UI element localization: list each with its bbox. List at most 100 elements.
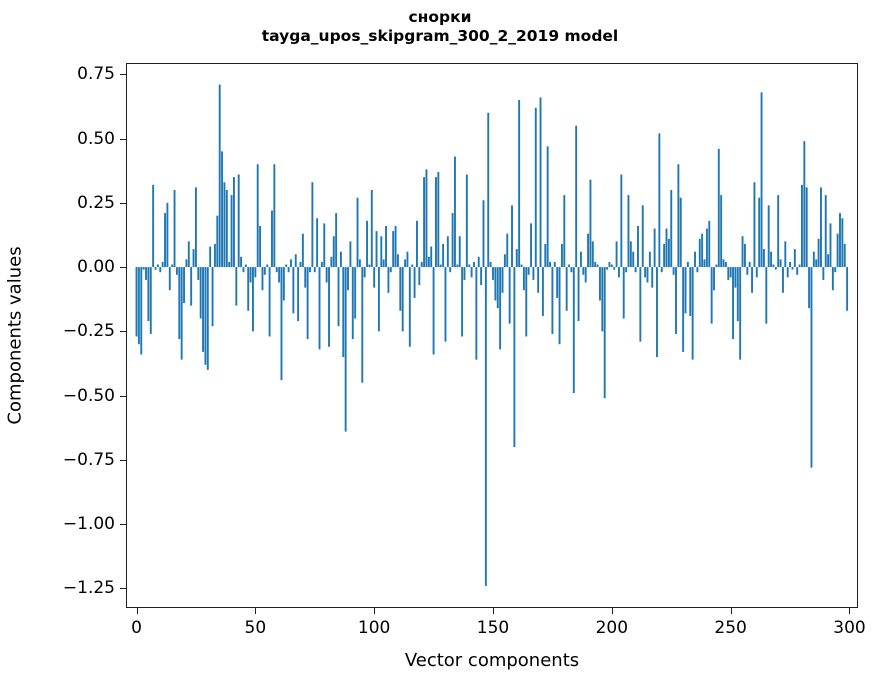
y-tick-mark (120, 202, 127, 204)
bar (499, 267, 502, 350)
bar (180, 267, 183, 360)
bar (784, 241, 787, 268)
y-tick-label: 0.25 (77, 192, 115, 213)
bar (416, 220, 418, 268)
bar (368, 264, 371, 268)
bar (696, 267, 699, 273)
x-tick-mark (849, 607, 851, 614)
bar (560, 243, 563, 268)
bar (741, 236, 744, 268)
bar (708, 220, 711, 268)
bar (427, 256, 430, 268)
bar (805, 187, 808, 268)
bar (558, 267, 561, 345)
bar (240, 256, 243, 268)
bar (746, 267, 749, 275)
bar (808, 267, 811, 309)
bar (370, 189, 373, 268)
bar (530, 223, 532, 268)
y-tick-label: 0.50 (77, 128, 115, 149)
bar (492, 267, 494, 280)
bar (489, 261, 492, 268)
bar (420, 261, 423, 268)
bar (401, 267, 404, 332)
bar (225, 189, 228, 268)
x-tick-mark (611, 607, 613, 614)
bar (465, 174, 468, 268)
bar (373, 267, 376, 288)
bar (304, 267, 307, 288)
bar (639, 267, 642, 342)
bar (739, 267, 742, 360)
bar (385, 225, 387, 268)
bar (610, 264, 613, 268)
bar (820, 187, 822, 268)
bar (579, 251, 582, 268)
bar (313, 267, 316, 273)
bar (751, 267, 753, 293)
bar (473, 261, 475, 268)
bar (715, 264, 718, 268)
y-tick-mark (120, 588, 127, 590)
bar (425, 169, 428, 268)
bar (285, 264, 288, 268)
bar (363, 267, 366, 278)
bar (532, 267, 535, 280)
bar (541, 267, 544, 316)
plot-surface (127, 64, 857, 607)
x-tick-mark (730, 607, 732, 614)
x-tick-label: 0 (131, 618, 142, 638)
bar (423, 177, 426, 268)
bar (748, 261, 751, 268)
bar (793, 249, 796, 268)
bar (577, 267, 580, 322)
bar (192, 249, 195, 268)
bar (178, 267, 181, 340)
x-axis-label: Vector components (126, 650, 858, 671)
bar (663, 243, 666, 268)
bar (387, 267, 390, 293)
bar (753, 182, 756, 268)
bar (727, 267, 730, 280)
bar (221, 151, 224, 268)
bar (839, 213, 841, 268)
bar (268, 267, 271, 337)
bar (625, 267, 628, 273)
bar (772, 264, 775, 268)
bar (140, 267, 143, 355)
bar (475, 267, 478, 360)
bar (137, 267, 140, 345)
bar (717, 148, 720, 268)
bar (366, 220, 368, 268)
bar (810, 267, 813, 468)
bar (582, 267, 585, 275)
bar (841, 218, 844, 268)
bar (259, 225, 262, 268)
bar (437, 171, 440, 268)
bar (644, 267, 647, 278)
bar (408, 267, 411, 347)
bar (204, 267, 207, 365)
bar (244, 264, 247, 268)
chart-title: снорки tayga_upos_skipgram_300_2_2019 mo… (0, 8, 880, 46)
bar (361, 267, 364, 383)
bar (377, 267, 380, 332)
bar (280, 267, 283, 381)
bar (765, 267, 768, 324)
bar (418, 267, 421, 286)
bar (629, 241, 632, 268)
bar (511, 205, 513, 268)
bar (266, 264, 269, 268)
bar (544, 243, 547, 268)
bar (413, 267, 416, 298)
bar (834, 267, 837, 273)
bar (152, 184, 155, 268)
bar (292, 267, 295, 314)
bar (218, 84, 221, 268)
bar (698, 238, 701, 268)
bar (202, 267, 204, 352)
y-tick-label: 0.75 (77, 64, 115, 85)
bar (247, 267, 250, 311)
bar (263, 267, 266, 275)
